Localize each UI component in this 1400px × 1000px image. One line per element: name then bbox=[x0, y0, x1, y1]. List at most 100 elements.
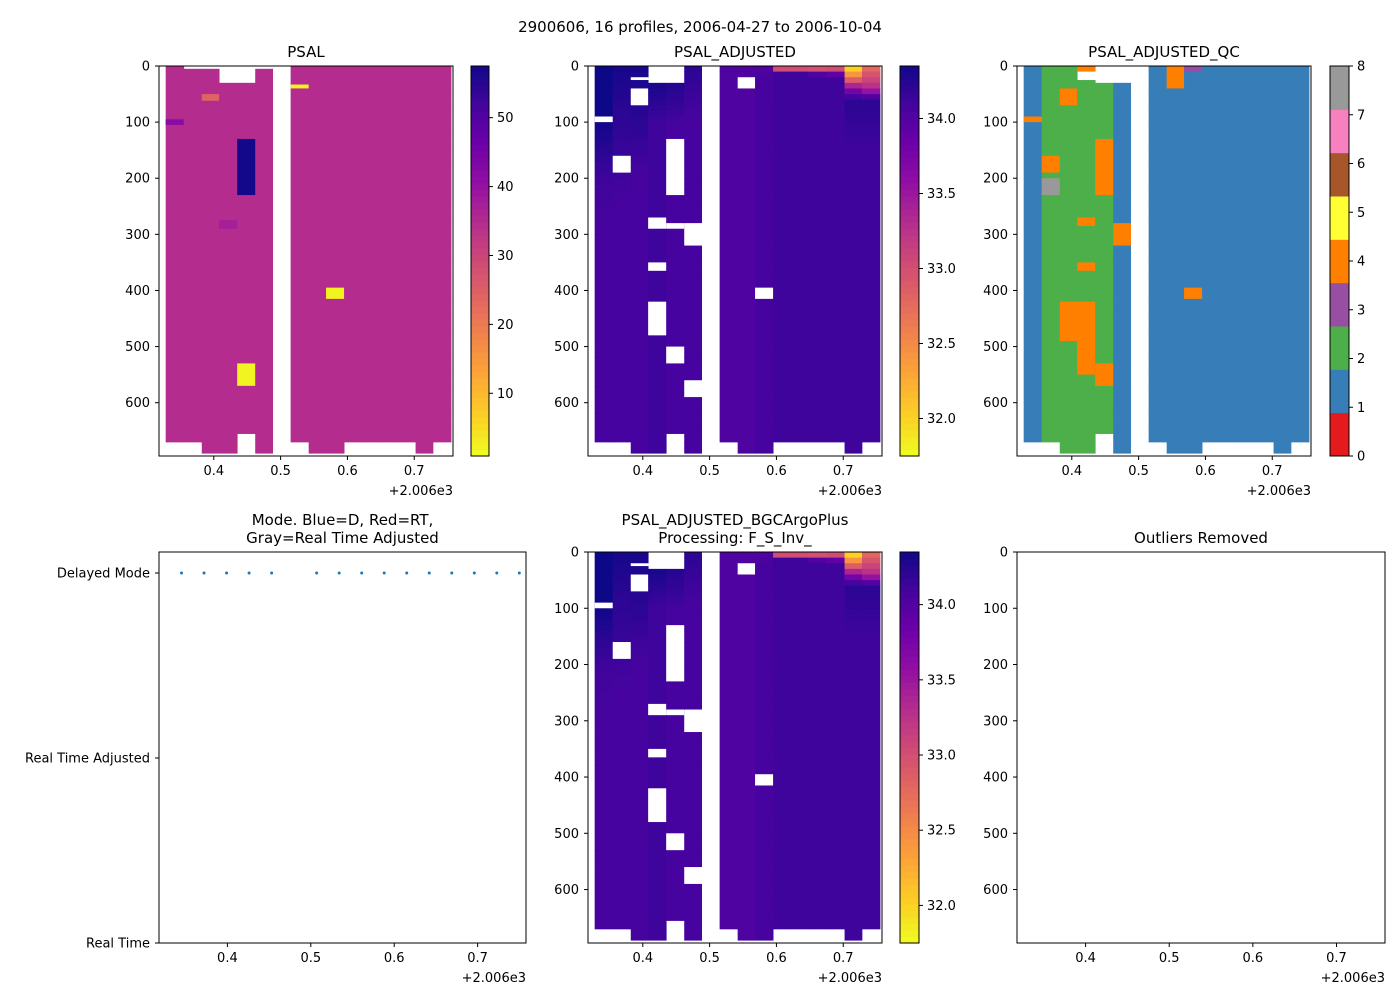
heatmap-cell bbox=[165, 357, 185, 364]
heatmap-cell bbox=[308, 346, 327, 353]
heatmap-cell bbox=[201, 422, 220, 429]
heatmap-cell bbox=[755, 900, 774, 907]
heatmap-cell bbox=[594, 647, 614, 654]
heatmap-cell bbox=[290, 296, 310, 303]
heatmap-cell bbox=[844, 647, 863, 654]
heatmap-cell bbox=[648, 737, 667, 744]
heatmap-cell bbox=[666, 88, 685, 95]
heatmap-cell bbox=[648, 200, 667, 207]
colorbar-tick-label: 33.5 bbox=[927, 673, 956, 688]
heatmap-cell bbox=[344, 71, 363, 78]
heatmap-cell bbox=[648, 850, 667, 857]
heatmap-cell bbox=[719, 715, 739, 722]
heatmap-cell bbox=[201, 203, 220, 210]
heatmap-cell bbox=[648, 206, 667, 213]
heatmap-cell bbox=[1202, 77, 1221, 84]
heatmap-cell bbox=[1184, 273, 1203, 280]
heatmap-cell bbox=[415, 413, 434, 420]
heatmap-cell bbox=[773, 301, 792, 308]
heatmap-cell bbox=[1290, 206, 1310, 213]
colorbar-tick-label: 34.0 bbox=[927, 112, 956, 127]
heatmap-cell bbox=[612, 211, 632, 218]
heatmap-cell bbox=[666, 687, 685, 694]
heatmap-cell bbox=[808, 256, 827, 263]
heatmap-cell bbox=[826, 66, 845, 73]
heatmap-cell bbox=[594, 318, 614, 325]
heatmap-cell bbox=[719, 687, 739, 694]
heatmap-cell bbox=[1166, 262, 1185, 269]
heatmap-cell bbox=[861, 585, 881, 592]
heatmap-cell bbox=[344, 335, 363, 342]
heatmap-cell bbox=[861, 557, 881, 564]
heatmap-cell bbox=[861, 408, 881, 415]
heatmap-cell bbox=[237, 419, 256, 426]
heatmap-cell bbox=[1095, 352, 1114, 359]
heatmap-cell bbox=[861, 630, 881, 637]
heatmap-cell bbox=[719, 833, 739, 840]
heatmap-cell bbox=[861, 178, 881, 185]
heatmap-cell bbox=[1023, 279, 1043, 286]
heatmap-cell bbox=[844, 88, 863, 95]
heatmap-cell bbox=[648, 743, 667, 750]
heatmap-cell bbox=[737, 754, 756, 761]
heatmap-cell bbox=[1077, 197, 1096, 204]
heatmap-cell bbox=[1273, 127, 1292, 134]
heatmap-cell bbox=[630, 917, 649, 924]
heatmap-cell bbox=[826, 357, 845, 364]
heatmap-cell bbox=[1041, 110, 1061, 117]
heatmap-cell bbox=[791, 110, 809, 117]
heatmap-cell bbox=[290, 133, 310, 140]
heatmap-cell bbox=[791, 861, 809, 868]
heatmap-cell bbox=[737, 827, 756, 834]
heatmap-cell bbox=[861, 923, 881, 930]
heatmap-cell bbox=[808, 793, 827, 800]
heatmap-cell bbox=[1220, 211, 1238, 218]
heatmap-cell bbox=[808, 413, 827, 420]
heatmap-cell bbox=[1148, 318, 1168, 325]
y-tick-label: 400 bbox=[554, 771, 579, 786]
heatmap-cell bbox=[773, 228, 792, 235]
heatmap-cell bbox=[1095, 301, 1114, 308]
colorbar-tick-label: 7 bbox=[1357, 108, 1365, 123]
heatmap-cell bbox=[773, 425, 792, 432]
heatmap-cell bbox=[719, 307, 739, 314]
heatmap-cell bbox=[1237, 251, 1256, 258]
heatmap-cell bbox=[826, 301, 845, 308]
heatmap-cell bbox=[612, 703, 632, 710]
colorbar-frame bbox=[899, 65, 920, 457]
heatmap-cell bbox=[773, 602, 792, 609]
heatmap-cell bbox=[684, 608, 702, 615]
heatmap-cell bbox=[612, 636, 632, 643]
heatmap-cell bbox=[397, 335, 416, 342]
heatmap-cell bbox=[379, 363, 398, 370]
heatmap-cell bbox=[237, 329, 256, 336]
heatmap-cell bbox=[255, 237, 273, 244]
heatmap-cell bbox=[808, 906, 827, 913]
heatmap-cell bbox=[362, 189, 380, 196]
heatmap-cell bbox=[432, 122, 452, 129]
heatmap-cell bbox=[826, 687, 845, 694]
heatmap-cell bbox=[808, 642, 827, 649]
heatmap-cell bbox=[1113, 402, 1131, 409]
heatmap-cell bbox=[201, 220, 220, 227]
heatmap-cell bbox=[415, 385, 434, 392]
colorbar-segment bbox=[900, 105, 919, 113]
heatmap-cell bbox=[684, 324, 702, 331]
heatmap-cell bbox=[808, 167, 827, 174]
heatmap-cell bbox=[1113, 318, 1131, 325]
heatmap-cell bbox=[755, 155, 774, 162]
heatmap-cell bbox=[237, 256, 256, 263]
heatmap-cell bbox=[844, 608, 863, 615]
heatmap-cell bbox=[773, 318, 792, 325]
heatmap-cell bbox=[791, 296, 809, 303]
panel-title: PSAL bbox=[287, 43, 325, 61]
heatmap-cell bbox=[397, 419, 416, 426]
heatmap-cell bbox=[844, 827, 863, 834]
heatmap-cell bbox=[808, 833, 827, 840]
heatmap-cell bbox=[844, 923, 863, 930]
heatmap-cell bbox=[612, 602, 632, 609]
heatmap-cell bbox=[684, 172, 702, 179]
heatmap-cell bbox=[183, 124, 203, 131]
heatmap-cell bbox=[201, 416, 220, 423]
heatmap-cell bbox=[415, 352, 434, 359]
